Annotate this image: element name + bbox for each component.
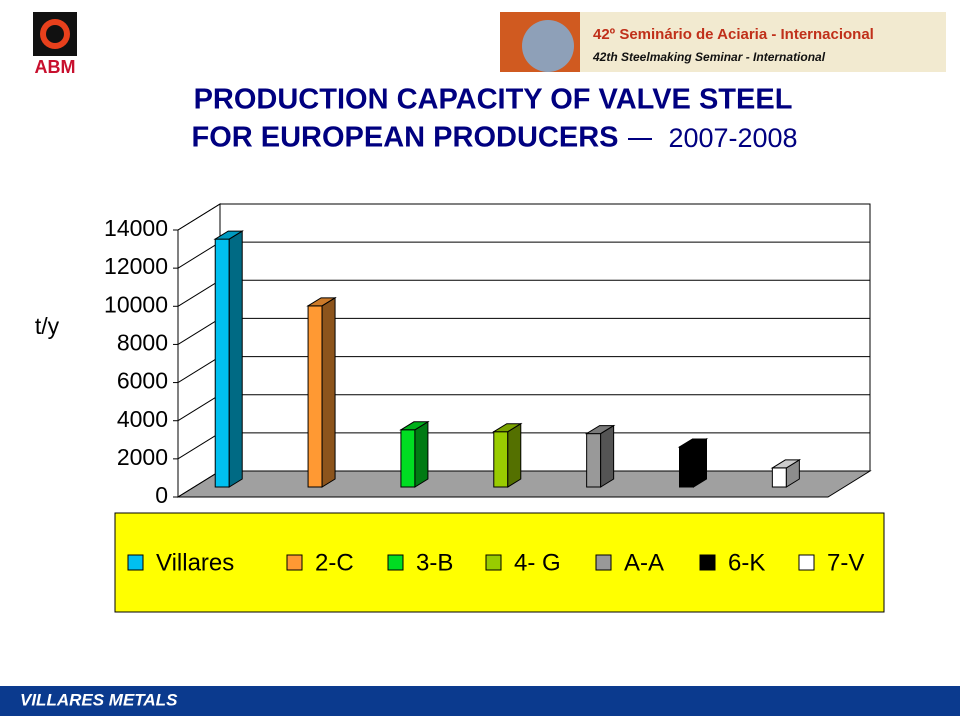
bar <box>677 438 709 488</box>
bar-top <box>584 425 616 435</box>
bar-top <box>306 297 337 307</box>
bar-side <box>228 230 243 488</box>
y-tick-label: 12000 <box>104 253 168 279</box>
grid-line-side <box>177 318 221 345</box>
grid-line-side <box>177 203 221 231</box>
bar-top <box>492 423 523 433</box>
bar <box>306 296 337 488</box>
bar-front <box>307 305 323 488</box>
grid-line-side <box>177 279 221 307</box>
legend-label: Villares <box>156 549 234 576</box>
legend-label: 3-B <box>416 549 453 576</box>
y-tick-label: 4000 <box>117 406 168 432</box>
bar-front <box>679 446 694 488</box>
bar <box>492 422 523 488</box>
legend-label: 4- G <box>514 549 561 576</box>
floor <box>176 470 872 498</box>
grid-line-side <box>177 470 221 498</box>
bar-top <box>399 421 430 431</box>
bar-side <box>414 420 429 488</box>
legend-label: 7-V <box>827 549 864 576</box>
banner-line1: 42º Seminário de Aciaria - Internacional <box>593 26 874 43</box>
legend-swatch <box>387 554 404 571</box>
legend-swatch <box>127 554 144 571</box>
bar <box>399 420 430 488</box>
y-tick-label: 6000 <box>117 368 168 394</box>
bar-top <box>677 438 709 448</box>
y-tick-label: 14000 <box>104 215 168 241</box>
legend-swatch <box>699 554 716 571</box>
bar <box>213 230 244 488</box>
footer-bar <box>0 686 960 716</box>
y-tick-label: 0 <box>155 482 168 508</box>
side-wall <box>177 203 221 498</box>
bar <box>584 424 616 488</box>
y-tick-label: 8000 <box>117 330 168 356</box>
grid-line-side <box>177 394 221 422</box>
banner-globe <box>522 20 574 72</box>
bar-front <box>586 433 602 488</box>
bar-front <box>771 467 787 488</box>
bar-front <box>400 429 416 488</box>
bar-front <box>493 431 509 488</box>
footer-brand: VILLARES METALS <box>20 690 178 709</box>
legend-label: 2-C <box>315 549 354 576</box>
y-tick-label: 10000 <box>104 291 168 317</box>
bar-front <box>214 238 230 488</box>
legend-swatch <box>798 554 815 571</box>
banner-line2: 42th Steelmaking Seminar - International <box>592 50 826 64</box>
legend-label: A-A <box>624 549 664 576</box>
chart-title: PRODUCTION CAPACITY OF VALVE STEEL <box>194 84 793 116</box>
legend-swatch <box>286 554 303 571</box>
legend: Villares 2-C 3-B 4- G A-A 6-K 7-V <box>127 549 864 576</box>
chart-period: 2007-2008 <box>668 123 797 153</box>
bar <box>770 459 802 488</box>
bar-side <box>321 296 336 488</box>
logo: ABM <box>33 12 77 77</box>
chart-subtitle: FOR EUROPEAN PRODUCERS <box>192 122 619 154</box>
y-tick-label: 2000 <box>117 444 168 470</box>
logo-text: ABM <box>35 57 76 77</box>
grid-line-side <box>177 432 221 460</box>
legend-label: 6-K <box>728 549 765 576</box>
grid-line-side <box>177 241 221 269</box>
y-axis-label: t/y <box>35 313 60 339</box>
legend-swatch <box>595 554 612 571</box>
bar-side <box>600 424 615 488</box>
plot: 0 2000 4000 6000 8000 10000 12000 14000 <box>104 203 872 508</box>
bar-side <box>507 422 522 488</box>
banner: 42º Seminário de Aciaria - Internacional… <box>500 12 946 72</box>
legend-swatch <box>485 554 502 571</box>
bar-top <box>213 230 244 240</box>
logo-core <box>46 25 64 43</box>
grid-line-side <box>177 356 221 383</box>
bar-top <box>770 459 802 469</box>
